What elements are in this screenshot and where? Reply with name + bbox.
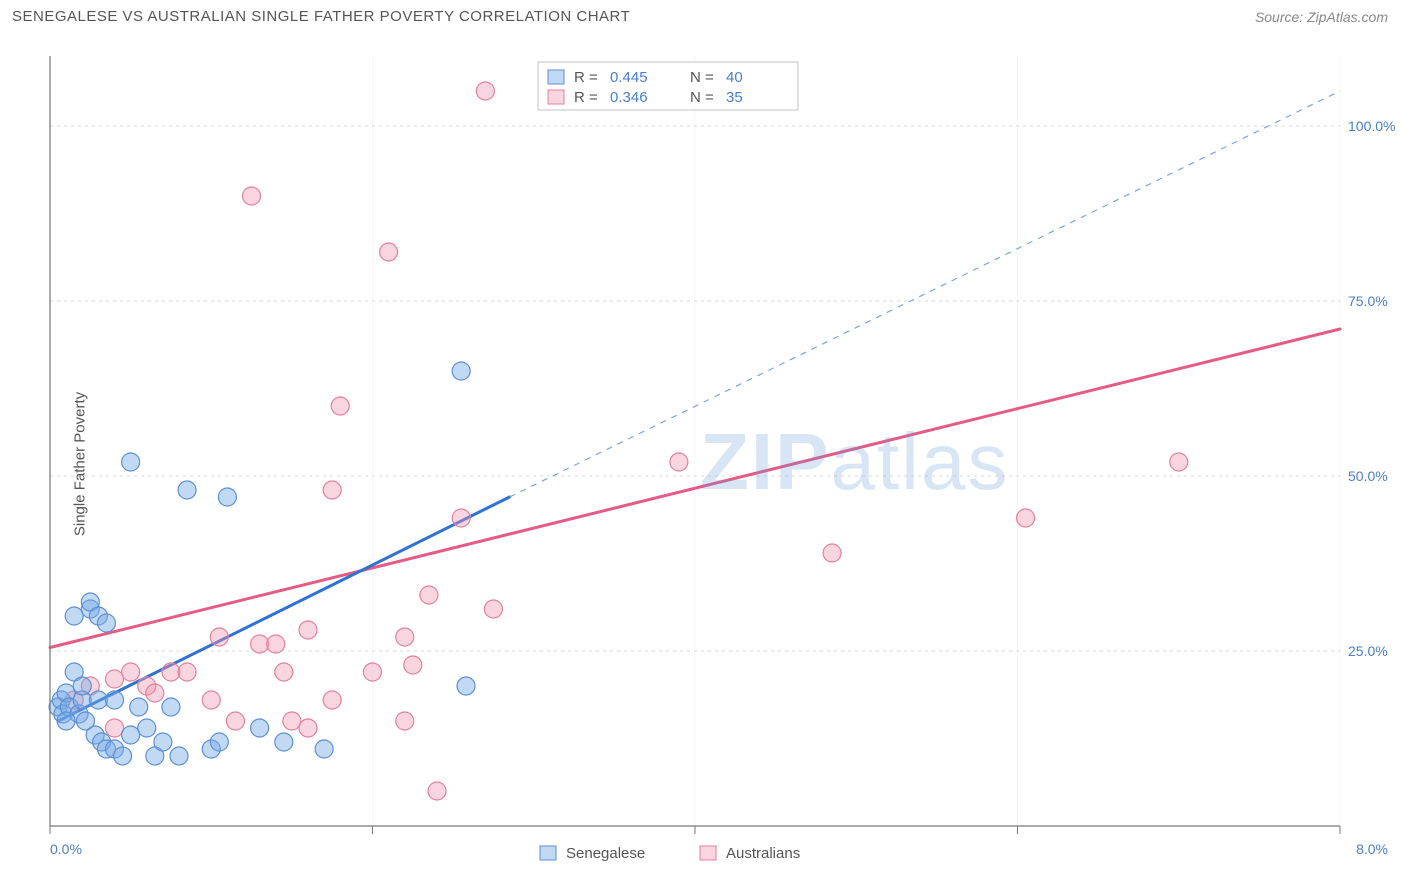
svg-text:0.0%: 0.0% bbox=[50, 841, 82, 857]
svg-text:R =: R = bbox=[574, 89, 598, 106]
svg-text:8.0%: 8.0% bbox=[1356, 841, 1388, 857]
svg-text:Australians: Australians bbox=[726, 845, 800, 862]
svg-text:35: 35 bbox=[726, 89, 743, 106]
svg-text:R =: R = bbox=[574, 69, 598, 86]
svg-text:0.346: 0.346 bbox=[610, 89, 648, 106]
svg-text:Senegalese: Senegalese bbox=[566, 845, 645, 862]
svg-text:50.0%: 50.0% bbox=[1348, 468, 1388, 484]
svg-text:0.445: 0.445 bbox=[610, 69, 648, 86]
svg-text:75.0%: 75.0% bbox=[1348, 293, 1388, 309]
chart-title: SENEGALESE VS AUSTRALIAN SINGLE FATHER P… bbox=[12, 8, 630, 25]
svg-text:25.0%: 25.0% bbox=[1348, 643, 1388, 659]
svg-text:N =: N = bbox=[690, 69, 714, 86]
svg-text:N =: N = bbox=[690, 89, 714, 106]
svg-text:40: 40 bbox=[726, 69, 743, 86]
y-axis-label: Single Father Poverty bbox=[72, 392, 89, 536]
source-attribution: Source: ZipAtlas.com bbox=[1255, 9, 1388, 25]
svg-text:100.0%: 100.0% bbox=[1348, 118, 1395, 134]
correlation-scatter-chart: 25.0% 50.0% 75.0% 100.0% 0.0% 8.0% R = 0.445 N =… bbox=[0, 36, 1406, 892]
